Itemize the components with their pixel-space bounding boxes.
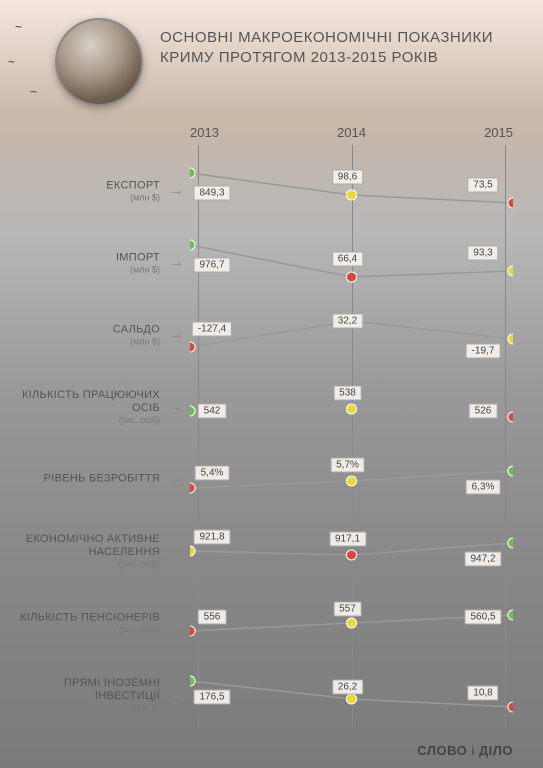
year-header: 2013 [190,125,219,140]
arrow-icon: → [168,182,184,200]
metric-unit: (млн $) [20,265,160,275]
data-point-label: 26,2 [332,680,363,695]
year-headers: 2013 2014 2015 [190,125,513,140]
metric-row: КІЛЬКІСТЬ ПЕНСІОНЕРІВ(тис. осіб)→5565575… [0,587,543,659]
header-image-circle [55,18,143,106]
sparkline: 176,5 26,2 10,8 [190,659,513,731]
metric-unit: (млн $) [20,193,160,203]
data-point-label: 947,2 [464,552,501,567]
bird-decoration: ~ [15,20,22,34]
metrics-list: ЕКСПОРТ(млн $)→849,398,673,5ІМПОРТ(млн $… [0,155,543,728]
metric-unit: (млн $) [20,703,160,713]
arrow-icon: → [168,614,184,632]
bird-decoration: ~ [8,55,15,69]
metric-row: ЕКОНОМІЧНО АКТИВНЕ НАСЕЛЕННЯ(тис. осіб) →… [0,515,543,587]
metric-name: ІМПОРТ [20,251,160,264]
year-header: 2014 [337,125,366,140]
sparkline: 849,3 98,6 73,5 [190,155,513,227]
sparkline: 542 538 526 [190,371,513,443]
footer-conj: і [471,743,474,758]
data-point-label: 921,8 [193,530,230,545]
data-point-label: 66,4 [332,252,363,267]
metric-label: ЕКОНОМІЧНО АКТИВНЕ НАСЕЛЕННЯ(тис. осіб) [20,533,160,569]
footer-brand: СЛОВО і ДІЛО [417,743,513,758]
metric-name: ЕКОНОМІЧНО АКТИВНЕ НАСЕЛЕННЯ [20,533,160,559]
metric-label: КІЛЬКІСТЬ ПЕНСІОНЕРІВ(тис. осіб) [20,611,160,634]
year-header: 2015 [484,125,513,140]
metric-row: ЕКСПОРТ(млн $) → 849,3 98,6 73,5 [0,155,543,227]
metric-unit: (тис. осіб) [20,415,160,425]
data-point-label: 32,2 [332,314,363,329]
arrow-icon: → [168,542,184,560]
data-point-label: 557 [333,602,362,617]
arrow-icon: → [168,686,184,704]
page-title: ОСНОВНІ МАКРОЕКОНОМІЧНІ ПОКАЗНИКИ КРИМУ … [160,28,513,67]
data-point-label: 10,8 [467,686,498,701]
data-point-label: 73,5 [467,178,498,193]
metric-label: ПРЯМІ ІНОЗЕМНІ ІНВЕСТИЦІЇ(млн $) [20,677,160,713]
data-point-label: 560,5 [464,610,501,625]
footer-word2: ДІЛО [479,743,513,758]
data-point-label: -19,7 [466,344,501,359]
metric-name: САЛЬДО [20,323,160,336]
metric-name: РІВЕНЬ БЕЗРОБІТТЯ [20,472,160,485]
data-point-label: 542 [198,404,227,419]
metric-unit: (млн $) [20,337,160,347]
metric-row: ІМПОРТ(млн $) → 976,7 66,4 93,3 [0,227,543,299]
data-point-label: 976,7 [193,258,230,273]
metric-name: КІЛЬКІСТЬ ПЕНСІОНЕРІВ [20,611,160,624]
metric-row: ПРЯМІ ІНОЗЕМНІ ІНВЕСТИЦІЇ(млн $) → 176,5 26… [0,659,543,731]
metric-row: САЛЬДО(млн $) → -127,4 32,2 -19,7 [0,299,543,371]
data-point-label: 5,4% [195,466,230,481]
bird-decoration: ~ [30,85,37,99]
footer-word1: СЛОВО [417,743,467,758]
sparkline: 976,7 66,4 93,3 [190,227,513,299]
metric-label: ІМПОРТ(млн $) [20,251,160,274]
data-point-label: 93,3 [467,246,498,261]
data-point-label: 6,3% [466,480,501,495]
metric-label: САЛЬДО(млн $) [20,323,160,346]
data-point-label: 526 [469,404,498,419]
metric-name: КІЛЬКІСТЬ ПРАЦЮЮЧИХ ОСІБ [20,389,160,415]
metric-name: ПРЯМІ ІНОЗЕМНІ ІНВЕСТИЦІЇ [20,677,160,703]
metric-row: КІЛЬКІСТЬ ПРАЦЮЮЧИХ ОСІБ(тис. осіб)→5425… [0,371,543,443]
data-point-label: 917,1 [329,532,366,547]
data-point-label: 5,7% [330,458,365,473]
sparkline: 921,8 917,1 947,2 [190,515,513,587]
arrow-icon: → [168,470,184,488]
arrow-icon: → [168,398,184,416]
data-point-label: 538 [333,386,362,401]
metric-label: ЕКСПОРТ(млн $) [20,179,160,202]
metric-label: КІЛЬКІСТЬ ПРАЦЮЮЧИХ ОСІБ(тис. осіб) [20,389,160,425]
data-point-label: 849,3 [193,186,230,201]
data-point-label: 556 [198,610,227,625]
data-point-label: 98,6 [332,170,363,185]
arrow-icon: → [168,254,184,272]
data-point-label: -127,4 [192,322,232,337]
sparkline: -127,4 32,2 -19,7 [190,299,513,371]
arrow-icon: → [168,326,184,344]
data-point-label: 176,5 [193,690,230,705]
metric-unit: (тис. осіб) [20,559,160,569]
metric-unit: (тис. осіб) [20,625,160,635]
metric-name: ЕКСПОРТ [20,179,160,192]
chart-area: 201320142015 ЕКСПОРТ(млн $)→849,398,673,… [0,125,543,728]
sparkline: 556 557 560,5 [190,587,513,659]
sparkline: 5,4% 5,7% 6,3% [190,443,513,515]
metric-label: РІВЕНЬ БЕЗРОБІТТЯ [20,472,160,485]
metric-row: РІВЕНЬ БЕЗРОБІТТЯ → 5,4% 5,7% 6,3% [0,443,543,515]
